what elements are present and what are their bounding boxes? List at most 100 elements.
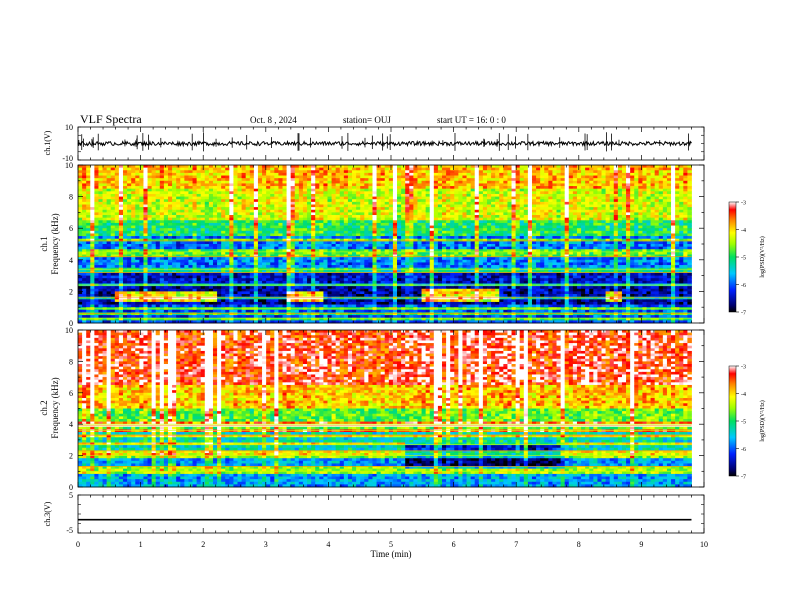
ch1-spectrogram-cell	[671, 228, 676, 232]
ch1-spectrogram-cell	[147, 246, 153, 250]
ch1-spectrogram-cell	[540, 236, 545, 240]
ch1-spectrogram-cell	[397, 180, 402, 184]
ch1-spectrogram-cell	[86, 212, 91, 216]
ch1-spectrogram-cell	[491, 180, 496, 184]
ch1-spectrogram-cell	[347, 233, 353, 237]
ch1-spectrogram-cell	[302, 222, 308, 226]
ch1-spectrogram-cell	[335, 246, 341, 250]
ch1-spectrogram-cell	[139, 188, 144, 192]
ch1-spectrogram-cell	[597, 233, 602, 237]
ch1-spectrogram-cell	[331, 178, 337, 182]
ch1-spectrogram-cell	[217, 230, 222, 234]
ch1-spectrogram-cell	[368, 230, 373, 234]
ch1-spectrogram-cell	[687, 233, 692, 237]
ch1-spectrogram-cell	[343, 230, 349, 234]
ch1-spectrogram-cell	[630, 225, 635, 229]
ch1-spectrogram-cell	[147, 236, 153, 240]
ch1-spectrogram-cell	[343, 207, 349, 211]
ch1-spectrogram-cell	[159, 233, 165, 237]
ch1-spectrogram-cell	[450, 180, 455, 184]
ch1-spectrogram-cell	[405, 217, 410, 221]
ch1-spectrogram-cell	[642, 170, 647, 174]
ch1-spectrogram-cell	[180, 209, 185, 213]
ch1-spectrogram-cell	[638, 180, 643, 184]
ch1-spectrogram-cell	[642, 241, 647, 245]
ch1-spectrogram-cell	[523, 225, 529, 229]
ch1-spectrogram-cell	[474, 183, 480, 187]
ch1-spectrogram-cell	[654, 217, 660, 221]
ch1-spectrogram-cell	[327, 186, 332, 190]
ch1-spectrogram-cell	[503, 165, 508, 169]
ch1-spectrogram-cell	[241, 246, 247, 250]
ch1-spectrogram-cell	[118, 225, 124, 229]
ch1-spectrogram-cell	[454, 186, 459, 190]
ch1-spectrogram-cell	[478, 204, 484, 208]
ch1-spectrogram-cell	[458, 186, 463, 190]
ch1-spectrogram-cell	[98, 241, 103, 245]
ch1-spectrogram-cell	[118, 233, 124, 237]
ch1-spectrogram-cell	[613, 244, 619, 248]
ch1-spectrogram-cell	[167, 193, 173, 197]
ch1-spectrogram-cell	[413, 165, 418, 169]
ch1-spectrogram-cell	[110, 238, 116, 242]
ch1-spectrogram-cell	[212, 228, 218, 232]
ch1-spectrogram-cell	[180, 207, 185, 211]
ch1-spectrogram-cell	[335, 209, 341, 213]
ch1-spectrogram-cell	[499, 236, 504, 240]
ch1-spectrogram-cell	[282, 241, 287, 245]
ch1-spectrogram-cell	[114, 196, 120, 200]
ch1-spectrogram-cell	[581, 196, 586, 200]
ch1-spectrogram-cell	[433, 228, 439, 232]
ch1-spectrogram-cell	[503, 193, 508, 197]
ch1-spectrogram-cell	[241, 199, 247, 203]
ch1-spectrogram-cell	[409, 212, 414, 216]
ch1-spectrogram-cell	[450, 212, 455, 216]
ch1-spectrogram-cell	[503, 170, 508, 174]
ch1-spectrogram-cell	[200, 172, 206, 176]
ch1-spectrogram-cell	[421, 172, 427, 176]
ch1-spectrogram-cell	[135, 207, 140, 211]
ch1-spectrogram-cell	[319, 236, 324, 240]
ch1-spectrogram-cell	[319, 186, 324, 190]
ch1-spectrogram-cell	[343, 238, 349, 242]
ch1-spectrogram-cell	[548, 212, 553, 216]
ch1-spectrogram-cell	[634, 199, 639, 203]
ch1-spectrogram-cell	[662, 175, 668, 179]
ch1-spectrogram-cell	[671, 215, 676, 219]
ch1-spectrogram-cell	[192, 165, 198, 169]
ch1-spectrogram-cell	[593, 167, 598, 171]
ch1-spectrogram-cell	[94, 222, 99, 226]
ch1-spectrogram-cell	[392, 165, 398, 169]
ch1-spectrogram-cell	[687, 209, 692, 213]
ch1-spectrogram-cell	[98, 233, 103, 237]
ch1-spectrogram-cell	[626, 172, 631, 176]
ch1-spectrogram-cell	[257, 217, 263, 221]
ch1-spectrogram-cell	[335, 175, 341, 179]
ch1-spectrogram-cell	[298, 241, 304, 245]
ch1-spectrogram-cell	[470, 209, 476, 213]
ch1-spectrogram-cell	[413, 236, 418, 240]
ch1-spectrogram-cell	[167, 212, 173, 216]
ch1-spectrogram-cell	[507, 170, 512, 174]
ch1-spectrogram-cell	[687, 178, 692, 182]
ch1-spectrogram-cell	[106, 212, 112, 216]
ch1-spectrogram-cell	[417, 233, 422, 237]
ch1-spectrogram-cell	[454, 193, 459, 197]
ch1-spectrogram-cell	[311, 191, 316, 195]
ch1-spectrogram-cell	[327, 215, 332, 219]
ch1-spectrogram-cell	[523, 233, 529, 237]
ch1-spectrogram-cell	[110, 222, 116, 226]
ch1-spectrogram-cell	[315, 246, 320, 250]
ch1-spectrogram-cell	[241, 165, 247, 169]
ch1-spectrogram-cell	[478, 196, 484, 200]
ch1-spectrogram-cell	[417, 196, 422, 200]
ch1-spectrogram-cell	[466, 180, 472, 184]
ch1-spectrogram-cell	[237, 215, 242, 219]
ch1-spectrogram-cell	[581, 165, 586, 169]
ch1-spectrogram-cell	[106, 228, 112, 232]
ch1-spectrogram-cell	[192, 204, 198, 208]
ch1-spectrogram-cell	[593, 170, 598, 174]
ch1-spectrogram-cell	[253, 233, 259, 237]
ch1-spectrogram-cell	[257, 233, 263, 237]
ch1-spectrogram-cell	[274, 215, 279, 219]
